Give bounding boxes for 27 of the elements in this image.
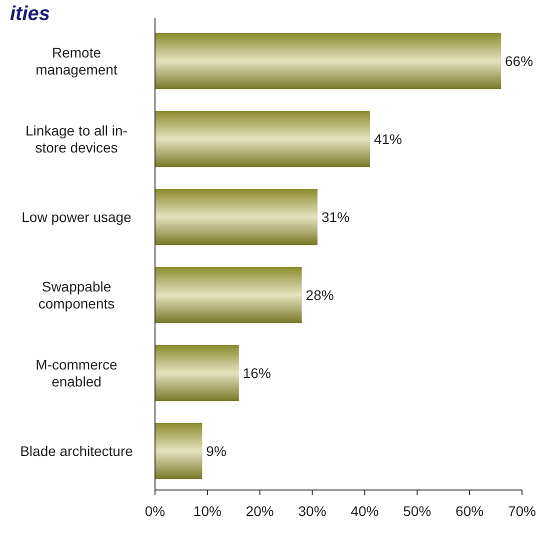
x-tick-label: 40% xyxy=(350,503,379,519)
y-tick-label: Linkage to all in-store devices xyxy=(26,122,128,156)
x-tick-label: 70% xyxy=(508,503,536,519)
x-tick-label: 0% xyxy=(144,503,166,519)
x-tick-label: 20% xyxy=(246,503,274,519)
bar xyxy=(155,422,202,480)
x-tick-label: 50% xyxy=(403,503,432,519)
data-label: 66% xyxy=(505,52,534,69)
data-label: 16% xyxy=(242,364,271,381)
data-label: 31% xyxy=(322,208,350,225)
bar xyxy=(155,32,502,90)
y-tick-label: Blade architecture xyxy=(20,442,134,459)
bar xyxy=(155,344,239,402)
y-tick-label: Low power usage xyxy=(22,208,132,225)
chart-title: ities xyxy=(10,3,50,25)
bar xyxy=(155,266,302,324)
y-tick-label: M-commerce enabled xyxy=(36,356,118,390)
x-tick-label: 60% xyxy=(456,503,484,519)
x-tick-label: 10% xyxy=(193,503,222,519)
data-label: 28% xyxy=(306,286,334,303)
data-label: 9% xyxy=(206,442,226,459)
bar xyxy=(155,110,370,168)
y-tick-label: Remote management xyxy=(36,44,118,78)
x-tick-label: 30% xyxy=(298,503,326,519)
bar xyxy=(155,188,318,246)
y-tick-label: Swappable components xyxy=(38,278,115,312)
data-label: 41% xyxy=(374,130,402,147)
